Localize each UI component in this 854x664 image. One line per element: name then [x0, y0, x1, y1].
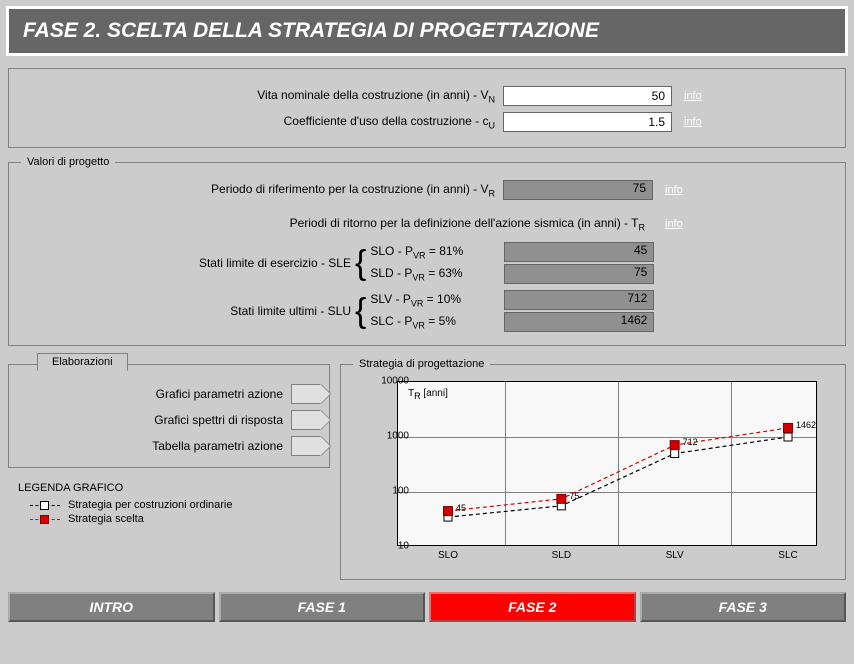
x-tick-label: SLC	[778, 550, 797, 561]
arrow-button[interactable]	[291, 384, 321, 404]
cu-label: Coefficiente d'uso della costruzione - c…	[23, 114, 503, 130]
y-tick-label: 1000	[369, 431, 409, 442]
elaborazioni-title: Elaborazioni	[37, 353, 128, 371]
square-marker-icon	[40, 515, 49, 524]
x-tick-label: SLD	[552, 550, 571, 561]
elab-item-grafici-parametri: Grafici parametri azione	[17, 381, 321, 407]
vr-value: 75	[503, 180, 653, 200]
arrow-button[interactable]	[291, 410, 321, 430]
bracket-icon: {	[353, 294, 368, 328]
legend-row-scelta: Strategia scelta	[30, 512, 320, 526]
x-tick-label: SLO	[438, 550, 458, 561]
nav-intro-button[interactable]: INTRO	[8, 592, 215, 622]
vn-input[interactable]	[503, 86, 672, 106]
slc-label: SLC - PVR = 5%	[368, 314, 504, 330]
elab-item-tabella: Tabella parametri azione	[17, 433, 321, 459]
vr-info-link[interactable]: info	[665, 184, 683, 196]
phase-nav: INTRO FASE 1 FASE 2 FASE 3	[6, 592, 848, 622]
phase-title: FASE 2. SCELTA DELLA STRATEGIA DI PROGET…	[6, 6, 848, 56]
chart-area: TR [anni] SLOSLDSLVSLC45757121462	[397, 381, 817, 546]
chart-title: Strategia di progettazione	[353, 358, 490, 370]
bracket-icon: {	[353, 246, 368, 280]
y-tick-label: 100	[369, 486, 409, 497]
cu-input[interactable]	[503, 112, 672, 132]
sld-value: 75	[504, 264, 654, 284]
vr-label: Periodo di riferimento per la costruzion…	[23, 182, 503, 198]
tr-info-link[interactable]: info	[665, 218, 683, 230]
tr-label: Periodi di ritorno per la definizione de…	[23, 216, 653, 232]
x-tick-label: SLV	[666, 550, 684, 561]
valori-progetto-group: Valori di progetto Periodo di riferiment…	[8, 162, 846, 346]
slv-label: SLV - PVR = 10%	[368, 292, 504, 308]
nav-fase1-button[interactable]: FASE 1	[219, 592, 426, 622]
phase-title-text: FASE 2. SCELTA DELLA STRATEGIA DI PROGET…	[23, 19, 599, 43]
nav-fase3-button[interactable]: FASE 3	[640, 592, 847, 622]
elaborazioni-group: Elaborazioni Grafici parametri azione Gr…	[8, 364, 330, 468]
slo-value: 45	[504, 242, 654, 262]
square-marker-icon	[40, 501, 49, 510]
sle-label: Stati limite di esercizio - SLE	[23, 256, 353, 270]
vn-label: Vita nominale della costruzione (in anni…	[23, 88, 503, 104]
elab-item-grafici-spettri: Grafici spettri di risposta	[17, 407, 321, 433]
arrow-button[interactable]	[291, 436, 321, 456]
legend-title: LEGENDA GRAFICO	[18, 482, 320, 494]
slv-value: 712	[504, 290, 654, 310]
vn-info-link[interactable]: info	[684, 90, 702, 102]
y-tick-label: 10000	[369, 376, 409, 387]
slo-label: SLO - PVR = 81%	[368, 244, 504, 260]
inputs-group: Vita nominale della costruzione (in anni…	[8, 68, 846, 148]
sld-label: SLD - PVR = 63%	[368, 266, 504, 282]
slc-value: 1462	[504, 312, 654, 332]
valori-progetto-title: Valori di progetto	[21, 156, 115, 168]
cu-info-link[interactable]: info	[684, 116, 702, 128]
legend: LEGENDA GRAFICO Strategia per costruzion…	[8, 476, 330, 532]
chart-group: Strategia di progettazione TR [anni] SLO…	[340, 364, 846, 580]
slu-label: Stati limite ultimi - SLU	[23, 304, 353, 318]
nav-fase2-button[interactable]: FASE 2	[429, 592, 636, 622]
legend-row-ordinarie: Strategia per costruzioni ordinarie	[30, 498, 320, 512]
y-tick-label: 10	[369, 541, 409, 552]
